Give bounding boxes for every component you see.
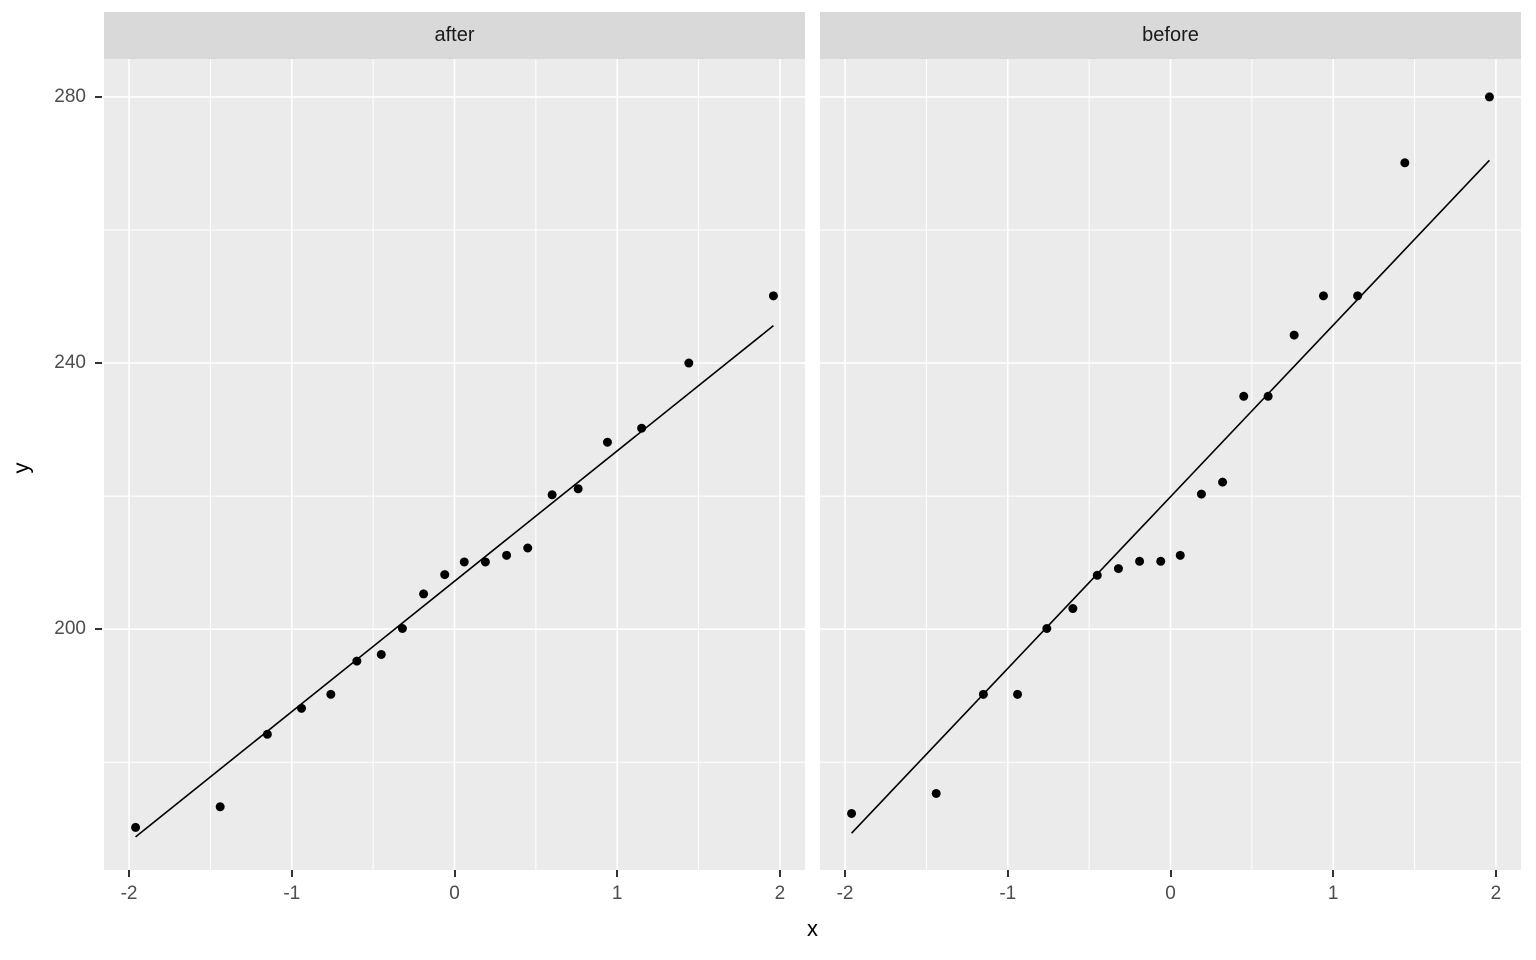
data-point (376, 649, 386, 659)
data-point (1484, 92, 1494, 102)
data-point (1175, 550, 1185, 560)
y-tick-label: 280 (54, 85, 86, 107)
y-tick-mark (95, 95, 102, 98)
x-tick-label: -1 (999, 883, 1017, 904)
data-point (215, 802, 225, 812)
data-point (1013, 689, 1023, 699)
data-point (637, 423, 647, 433)
x-tick-mark (1169, 870, 1172, 877)
x-tick-mark (453, 870, 456, 877)
data-point (523, 543, 533, 553)
data-point (978, 689, 988, 699)
data-point (352, 656, 362, 666)
x-tick-mark (616, 870, 619, 877)
facet-strip-after: after (104, 12, 805, 59)
x-tick-label: 0 (449, 883, 460, 904)
x-tick-label: -1 (283, 883, 301, 904)
data-point (1239, 391, 1249, 401)
x-axis-title: x (807, 916, 818, 941)
data-point (326, 689, 336, 699)
x-tick-label: 2 (1490, 883, 1502, 904)
data-point (397, 623, 407, 633)
data-point (602, 437, 612, 447)
data-point (768, 291, 778, 301)
data-point (573, 484, 583, 494)
data-point (1113, 564, 1123, 574)
data-point (440, 570, 450, 580)
data-point (459, 557, 469, 567)
data-point (931, 788, 941, 798)
y-axis-title: y (8, 462, 34, 474)
panel-before (820, 59, 1521, 870)
y-tick-mark (95, 628, 102, 631)
data-point (1400, 158, 1410, 168)
x-tick-label: 1 (611, 883, 623, 904)
data-point (1263, 391, 1273, 401)
data-point (684, 358, 694, 368)
data-point (1068, 604, 1078, 614)
x-tick-mark (778, 870, 781, 877)
x-tick-mark (1494, 870, 1497, 877)
x-tick-mark (844, 870, 847, 877)
data-point (1042, 623, 1052, 633)
data-point (1289, 330, 1299, 340)
panel-after (104, 59, 805, 870)
data-point (297, 703, 307, 713)
y-tick-label: 200 (54, 618, 86, 640)
x-tick-label: 2 (774, 883, 786, 904)
y-tick-label: 240 (54, 352, 86, 374)
data-point (262, 729, 272, 739)
data-point (1318, 291, 1328, 301)
facet-strip-before: before (820, 12, 1521, 59)
y-tick-mark (95, 362, 102, 365)
data-point (1092, 570, 1102, 580)
x-tick-label: 0 (1165, 883, 1176, 904)
x-tick-mark (290, 870, 293, 877)
x-tick-mark (1332, 870, 1335, 877)
data-point (1135, 556, 1145, 566)
x-tick-label: -2 (836, 883, 854, 904)
x-tick-label: -2 (120, 883, 138, 904)
data-point (1196, 489, 1206, 499)
data-point (1353, 291, 1363, 301)
data-point (1156, 556, 1166, 566)
x-tick-label: 1 (1327, 883, 1339, 904)
data-point (131, 822, 141, 832)
data-point (1218, 477, 1228, 487)
data-point (480, 557, 490, 567)
data-point (502, 550, 512, 560)
data-point (847, 808, 857, 818)
x-tick-mark (1006, 870, 1009, 877)
data-point (547, 490, 557, 500)
qq-reference-line (850, 159, 1491, 834)
x-tick-mark (128, 870, 131, 877)
data-point (419, 589, 429, 599)
qq-reference-line (135, 325, 774, 838)
